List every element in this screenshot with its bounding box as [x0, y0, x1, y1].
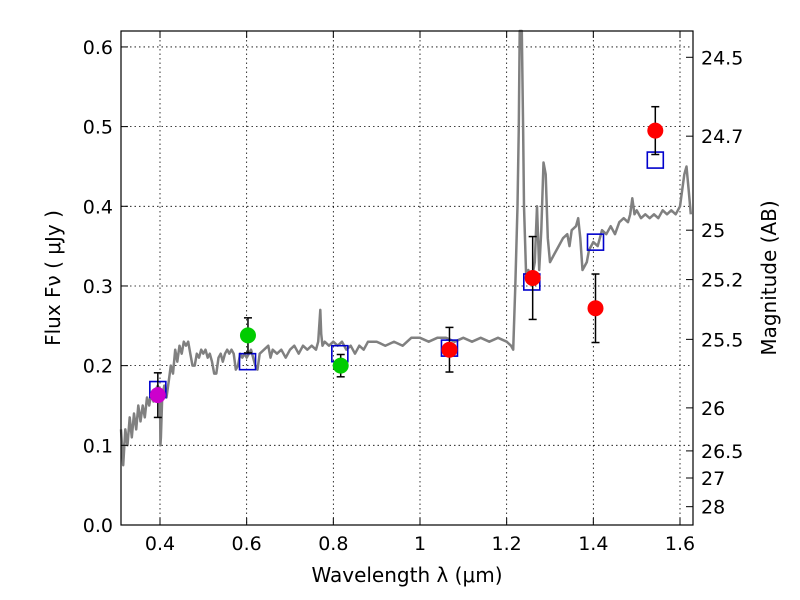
- observed-point: [587, 300, 604, 317]
- tick-layer: 0.4 0.6 0.8 1 1.2 1.4 1.6 0.0 0.1 0.2 0.3 0.4 0.5 0.6…: [83, 31, 743, 555]
- grid-layer: [121, 31, 693, 526]
- y-tick-label: 0.1: [83, 435, 113, 457]
- right-tick-label: 24.5: [701, 47, 743, 69]
- observed-point: [441, 341, 458, 358]
- right-tick-label: 25.2: [701, 270, 743, 292]
- right-axis-title: Magnitude (AB): [757, 200, 781, 355]
- right-tick-label: 27: [701, 468, 725, 490]
- model-spectrum-line: [119, 29, 693, 467]
- right-tick-label: 28: [701, 497, 725, 519]
- x-tick-label: 1.4: [578, 533, 608, 555]
- marker-layer: [149, 105, 665, 419]
- x-axis-title: Wavelength λ (μm): [311, 563, 502, 587]
- right-tick-label: 24.7: [701, 126, 743, 148]
- x-tick-label: 1.2: [492, 533, 522, 555]
- model-photometry-square: [586, 233, 605, 251]
- spectrum-layer: [119, 29, 693, 467]
- y-tick-label: 0.5: [83, 117, 113, 139]
- y-tick-label: 0.0: [83, 515, 113, 537]
- observed-point: [239, 327, 256, 344]
- right-tick-label: 26: [701, 398, 725, 420]
- x-tick-label: 0.4: [145, 533, 175, 555]
- model-photometry-square: [238, 352, 257, 371]
- y-tick-label: 0.6: [83, 37, 113, 59]
- plot-frame: [120, 30, 694, 526]
- right-tick-label: 26.5: [701, 441, 743, 463]
- observed-point: [149, 387, 166, 404]
- x-tick-label: 0.8: [318, 533, 348, 555]
- x-tick-label: 1: [414, 533, 426, 555]
- observed-point: [647, 122, 664, 139]
- y-tick-label: 0.4: [83, 196, 113, 218]
- x-tick-label: 0.6: [232, 533, 262, 555]
- observed-point: [332, 357, 349, 374]
- observed-point: [524, 270, 541, 286]
- y-tick-label: 0.3: [83, 276, 113, 298]
- right-tick-label: 25.5: [701, 329, 743, 351]
- y-tick-label: 0.2: [83, 356, 113, 378]
- x-tick-label: 1.6: [665, 533, 695, 555]
- y-axis-title: Flux Fν ( μJy ): [41, 210, 65, 346]
- right-tick-label: 25: [701, 220, 725, 242]
